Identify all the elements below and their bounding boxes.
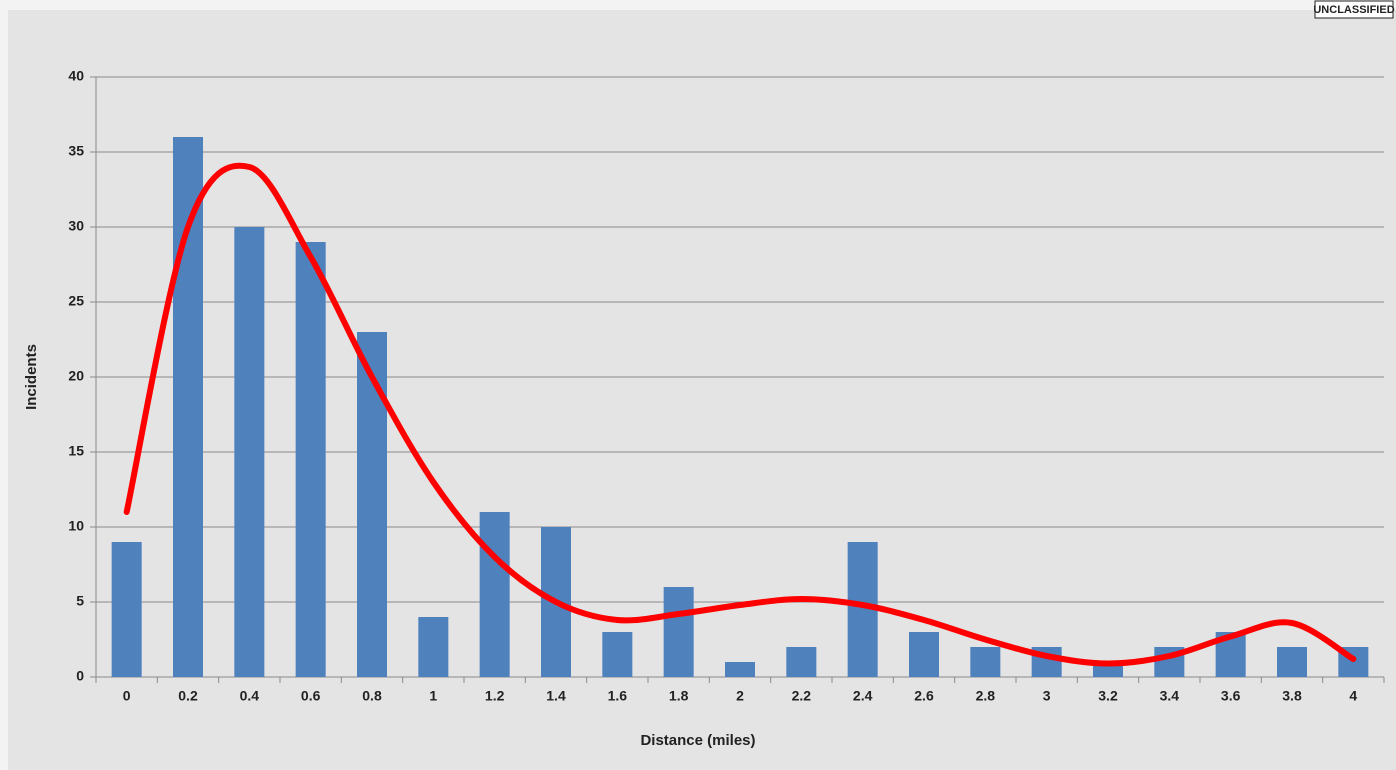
x-tick-label: 1.2 [485, 688, 505, 704]
x-tick-label: 2 [736, 688, 744, 704]
x-axis-label: Distance (miles) [640, 732, 755, 749]
classification: UNCLASSIFIED [1313, 4, 1394, 16]
x-tick-label: 0 [123, 688, 131, 704]
x-tick-label: 0.2 [178, 688, 198, 704]
bar [725, 662, 755, 677]
x-tick-label: 1 [429, 688, 437, 704]
x-tick-label: 2.6 [914, 688, 934, 704]
bar [479, 512, 510, 677]
y-tick-label: 25 [68, 293, 84, 309]
x-tick-label: 1.4 [546, 688, 566, 704]
x-tick-label: 3.2 [1098, 688, 1118, 704]
trend-line [123, 162, 1357, 667]
bar [234, 227, 265, 677]
x-tick-label: 1.8 [669, 688, 689, 704]
bar [602, 632, 633, 677]
y-tick-label: 15 [68, 443, 84, 459]
bar [970, 647, 1001, 677]
classification-box [1314, 0, 1394, 19]
x-tick-label: 2.4 [853, 688, 873, 704]
x-tick-label: 3.6 [1221, 688, 1241, 704]
bar [909, 632, 939, 677]
y-tick-label: 40 [68, 68, 84, 84]
y-axis-label: Incidents [23, 344, 40, 410]
bar [173, 137, 203, 677]
y-tick-label: 20 [68, 368, 84, 384]
y-tick-label: 30 [68, 218, 84, 234]
y-tick-label: 10 [68, 518, 84, 534]
bar [663, 587, 694, 677]
bar [418, 617, 449, 677]
y-tick-label: 35 [68, 143, 84, 159]
x-tick-label: 3.8 [1282, 688, 1302, 704]
y-tick-label: 0 [76, 668, 84, 684]
bar [111, 542, 142, 677]
x-tick-label: 4 [1349, 688, 1357, 704]
x-tick-label: 1.6 [608, 688, 628, 704]
x-tick-label: 2.2 [792, 688, 812, 704]
bar [1277, 647, 1307, 677]
y-tick-label: 5 [76, 593, 84, 609]
bar [295, 242, 326, 677]
bar [357, 332, 387, 677]
x-tick-label: 0.8 [362, 688, 382, 704]
x-tick-label: 3.4 [1160, 688, 1180, 704]
bar [786, 647, 817, 677]
x-tick-label: 3 [1043, 688, 1051, 704]
chart-background [8, 10, 1396, 770]
x-tick-label: 0.4 [240, 688, 260, 704]
x-tick-label: 2.8 [976, 688, 996, 704]
x-tick-label: 0.6 [301, 688, 321, 704]
